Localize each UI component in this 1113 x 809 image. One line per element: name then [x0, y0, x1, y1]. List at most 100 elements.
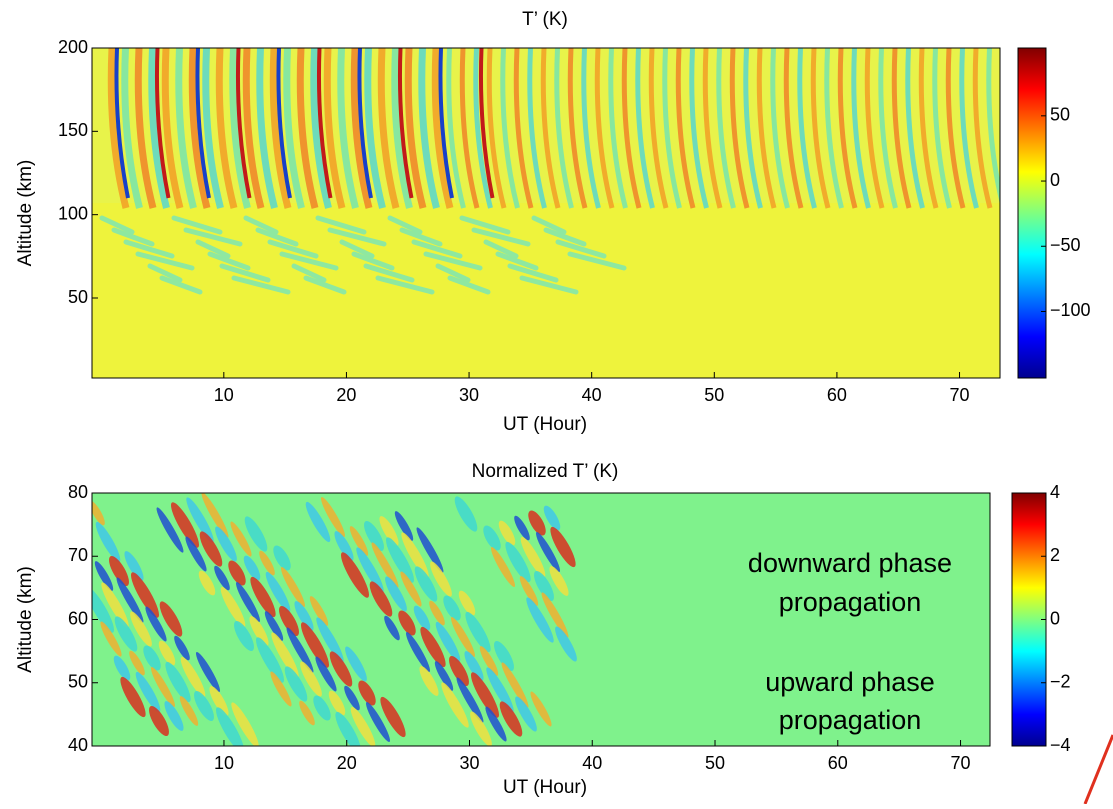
wave-stripe	[327, 227, 387, 247]
wave-stripe	[471, 227, 531, 247]
wave-blob	[299, 700, 315, 726]
wave-blob	[335, 711, 361, 746]
wave-blob	[100, 621, 122, 657]
wave-blob	[443, 595, 461, 621]
wave-stripe	[878, 48, 898, 209]
x-tick-label: 40	[582, 385, 602, 405]
wave-stripe	[702, 48, 723, 209]
wave-blob	[159, 601, 183, 637]
x-tick-label: 10	[214, 385, 234, 405]
wave-blob	[186, 497, 214, 543]
wave-stripe	[339, 239, 375, 259]
wave-stripe	[837, 48, 858, 209]
wave-stripe	[729, 48, 750, 209]
wave-blob	[92, 587, 114, 633]
wave-blob	[92, 500, 105, 526]
y-tick-label: 60	[68, 608, 88, 628]
x-tick-label: 30	[459, 753, 479, 773]
wave-blob	[215, 526, 237, 562]
wave-blob	[158, 640, 176, 666]
wave-stripe	[635, 48, 655, 209]
annotation: downward phase	[748, 548, 952, 578]
wave-blob	[301, 622, 329, 668]
wave-blob	[201, 493, 229, 538]
wave-stripe	[411, 239, 463, 259]
wave-blob	[198, 570, 216, 596]
wave-stripe	[594, 48, 615, 209]
wave-blob	[259, 550, 275, 576]
wave-stripe	[202, 48, 224, 209]
wave-stripe	[123, 239, 175, 259]
wave-blob	[329, 651, 353, 687]
wave-blob	[364, 520, 384, 552]
wave-blob	[394, 511, 414, 541]
wave-stripe	[918, 48, 939, 209]
wave-blob	[543, 505, 561, 531]
wave-blob	[344, 685, 360, 711]
wave-stripe	[111, 227, 155, 247]
wave-blob	[499, 701, 523, 737]
wave-stripe	[397, 48, 414, 199]
x-tick-label: 30	[459, 385, 479, 405]
wave-stripe	[229, 48, 251, 209]
wave-stripe	[231, 275, 291, 295]
wave-stripe	[500, 48, 520, 209]
wave-stripe	[459, 48, 480, 209]
wave-blob	[549, 566, 569, 596]
wave-stripe	[404, 48, 427, 209]
wave-stripe	[608, 48, 628, 209]
wave-blob	[384, 615, 400, 641]
x-axis-label: UT (Hour)	[503, 777, 587, 798]
wave-blob	[300, 661, 322, 697]
wave-stripe	[154, 48, 171, 199]
wave-stripe	[107, 48, 130, 209]
wave-blob	[341, 552, 369, 598]
wave-stripe	[364, 48, 386, 209]
wave-stripe	[337, 48, 359, 209]
wave-stripe	[783, 48, 804, 209]
wave-blob	[234, 620, 254, 652]
wave-blob	[365, 701, 391, 743]
wave-blob	[101, 582, 129, 628]
wave-blob	[185, 536, 207, 572]
wave-blob	[250, 576, 276, 618]
annotation: propagation	[779, 705, 922, 735]
wave-stripe	[473, 48, 493, 209]
wave-blob	[179, 696, 199, 726]
wave-stripe	[540, 48, 561, 209]
wave-blob	[174, 635, 190, 661]
heatmap-field	[92, 493, 990, 746]
x-tick-label: 50	[705, 753, 725, 773]
wave-stripe	[527, 48, 547, 209]
wave-blob	[416, 527, 444, 573]
wave-blob	[400, 571, 422, 607]
x-tick-label: 20	[337, 753, 357, 773]
wave-stripe	[507, 263, 559, 283]
wave-blob	[249, 616, 269, 646]
wave-blob	[328, 690, 346, 716]
wave-stripe	[555, 239, 607, 259]
wave-stripe	[350, 48, 373, 209]
wave-blob	[256, 637, 284, 683]
wave-stripe	[689, 48, 709, 209]
y-tick-label: 70	[68, 545, 88, 565]
wave-blob	[550, 526, 576, 568]
wave-blob	[244, 516, 268, 552]
wave-blob	[498, 520, 516, 546]
wave-stripe	[303, 275, 347, 295]
wave-blob	[116, 577, 144, 623]
wave-blob	[371, 542, 399, 588]
x-tick-label: 60	[828, 753, 848, 773]
wave-blob	[413, 605, 431, 631]
wave-blob	[195, 651, 221, 693]
wave-stripe	[531, 215, 567, 235]
wave-blob	[401, 532, 429, 578]
chart-title: Normalized T’ (K)	[472, 461, 619, 482]
y-tick-label: 150	[58, 120, 88, 140]
wave-stripe	[269, 48, 292, 209]
x-tick-label: 50	[704, 385, 724, 405]
wave-blob	[209, 686, 229, 716]
wave-stripe	[375, 275, 435, 295]
wave-stripe	[148, 48, 170, 209]
